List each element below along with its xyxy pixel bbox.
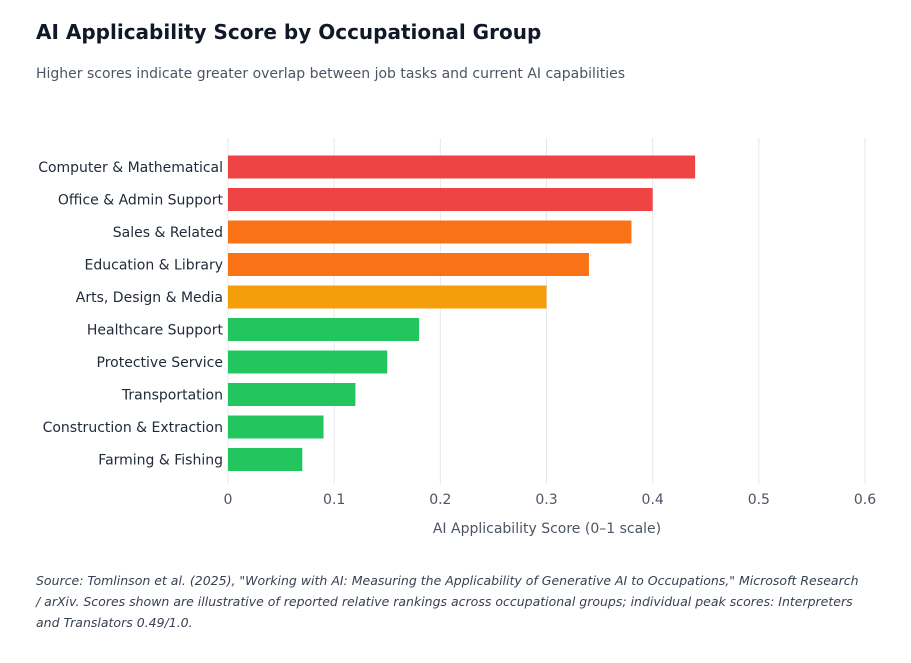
x-tick-label: 0	[224, 492, 233, 508]
x-tick-label: 0.4	[642, 492, 664, 508]
category-label: Construction & Extraction	[43, 420, 223, 436]
category-label: Computer & Mathematical	[38, 160, 223, 176]
category-labels: Computer & Mathematical Office & Admin Su…	[38, 160, 223, 469]
category-label: Sales & Related	[113, 225, 223, 241]
bar-chart: Computer & Mathematical Office & Admin Su…	[38, 138, 877, 537]
bar	[228, 155, 696, 179]
bar	[228, 220, 632, 244]
x-tick-label: 0.6	[854, 492, 876, 508]
x-axis-label: AI Applicability Score (0–1 scale)	[433, 521, 661, 537]
x-tick-label: 0.2	[429, 492, 451, 508]
bars	[228, 155, 696, 471]
x-tick-label: 0.5	[748, 492, 770, 508]
category-label: Healthcare Support	[87, 323, 224, 339]
chart-title: AI Applicability Score by Occupational G…	[36, 20, 542, 44]
bar	[228, 253, 589, 276]
category-label: Office & Admin Support	[58, 193, 224, 209]
bar	[228, 188, 653, 211]
category-label: Education & Library	[85, 258, 223, 274]
x-tick-label: 0.1	[323, 492, 345, 508]
bar	[228, 415, 324, 439]
bar	[228, 285, 547, 309]
category-label: Protective Service	[97, 355, 223, 371]
category-label: Farming & Fishing	[98, 453, 223, 469]
bar	[228, 383, 356, 406]
x-tick-labels: 0 0.1 0.2 0.3 0.4 0.5 0.6	[224, 492, 877, 508]
x-tick-label: 0.3	[535, 492, 557, 508]
source-note: Source: Tomlinson et al. (2025), "Workin…	[36, 573, 859, 630]
bar	[228, 318, 420, 341]
category-label: Arts, Design & Media	[76, 290, 223, 306]
bar	[228, 350, 388, 374]
chart-subtitle: Higher scores indicate greater overlap b…	[36, 66, 626, 82]
category-label: Transportation	[121, 388, 223, 404]
bar	[228, 448, 303, 471]
